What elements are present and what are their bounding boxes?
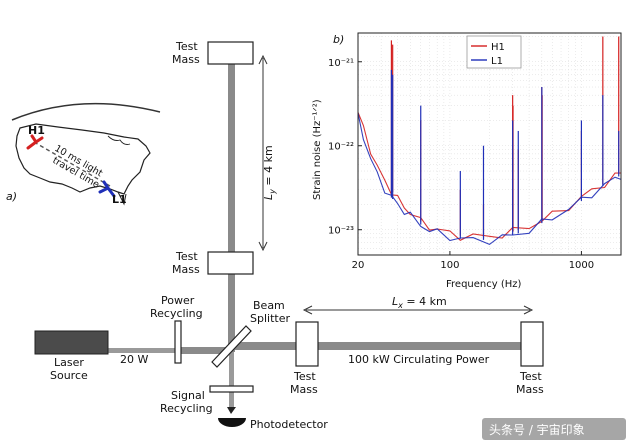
signal-recycling-label-2: Recycling <box>160 402 213 415</box>
photodetector-icon <box>218 418 246 427</box>
output-beam <box>229 352 234 407</box>
panel-a: 10 ms light travel time H1 L1 a) <box>6 102 161 206</box>
y-tick-label: 10⁻²² <box>328 142 354 153</box>
panel-a-label: a) <box>6 190 17 203</box>
lx-dimension-label: Lx = 4 km <box>392 295 447 310</box>
plot-frame <box>357 32 622 256</box>
great-lakes-outline <box>107 135 131 145</box>
light-travel-dashed-line <box>33 141 111 187</box>
test-mass-y-end-label-1: Test <box>175 40 198 53</box>
test-mass-x-end-label-1: Test <box>519 370 542 383</box>
x-tick-label: 1000 <box>569 260 594 271</box>
power-recycling-mirror <box>174 320 182 364</box>
h1-site-label: H1 <box>28 124 45 137</box>
test-mass-x-input <box>295 321 319 367</box>
earth-curvature-arc <box>11 102 161 121</box>
test-mass-x-input-label-1: Test <box>293 370 316 383</box>
test-mass-x-end <box>520 321 544 367</box>
lx-arrow-head-left <box>302 305 313 315</box>
y-tick-label: 10⁻²¹ <box>328 58 354 69</box>
input-power-label: 20 W <box>120 353 148 366</box>
l1-site-marker <box>98 180 116 198</box>
legend-l1-label: L1 <box>491 56 503 67</box>
panel-b-label: b) <box>333 33 344 46</box>
l1-site-label: L1 <box>112 193 127 206</box>
legend-box <box>466 35 522 69</box>
recycled-beam <box>180 347 230 354</box>
lx-arrow-head-right <box>523 305 534 315</box>
beam-splitter <box>211 325 252 368</box>
y-tick-label: 10⁻²³ <box>328 226 354 237</box>
laser-source-box <box>34 330 109 355</box>
power-recycling-label-2: Recycling <box>150 307 203 320</box>
ly-dimension-label: Ly = 4 km <box>262 145 277 200</box>
x-axis-title: Frequency (Hz) <box>446 279 522 290</box>
chart-ticks: 20 100 1000 10⁻²³ 10⁻²² 10⁻²¹ <box>328 58 594 271</box>
circulating-power-label: 100 kW Circulating Power <box>348 353 490 366</box>
florida-outline <box>117 191 127 206</box>
input-beam <box>108 348 180 353</box>
signal-recycling-label-1: Signal <box>171 389 205 402</box>
interferometer-diagram: Test Mass Test Mass Ly = 4 km Laser Sour… <box>34 40 544 431</box>
y-axis-title: Strain noise (Hz⁻¹ᐟ²) <box>312 99 323 200</box>
watermark-text: 头条号 / 宇宙印象 <box>489 422 585 437</box>
photodetector-label: Photodetector <box>250 418 328 431</box>
chart-series-group <box>357 36 622 246</box>
watermark: 头条号 / 宇宙印象 <box>482 418 626 440</box>
test-mass-x-input-label-2: Mass <box>290 383 318 396</box>
test-mass-y-input-label-2: Mass <box>172 263 200 276</box>
power-recycling-label-1: Power <box>161 294 195 307</box>
test-mass-y-end <box>207 41 254 65</box>
panel-b-chart: b) 20 100 1000 10⁻²³ 10⁻²² 10⁻²¹ Frequency (H… <box>312 32 622 290</box>
x-tick-label: 20 <box>352 260 365 271</box>
x-tick-label: 100 <box>440 260 459 271</box>
signal-recycling-mirror <box>209 385 254 393</box>
ly-arrow-head-top <box>258 54 268 65</box>
watermark-backdrop <box>482 418 626 440</box>
beam-splitter-label-2: Splitter <box>250 312 290 325</box>
test-mass-y-input-label-1: Test <box>175 250 198 263</box>
h1-site-marker <box>26 134 44 150</box>
test-mass-y-end-label-2: Mass <box>172 53 200 66</box>
laser-source-label-2: Source <box>50 369 88 382</box>
ly-arrow-head-bottom <box>258 241 268 252</box>
beam-splitter-label-1: Beam <box>253 299 285 312</box>
y-arm-beam <box>228 62 235 352</box>
x-arm-beam <box>234 342 524 350</box>
photodetector-arrow <box>227 407 236 414</box>
test-mass-y-input <box>207 251 254 275</box>
test-mass-x-end-label-2: Mass <box>516 383 544 396</box>
chart-legend: H1 L1 <box>466 35 522 69</box>
legend-h1-label: H1 <box>491 42 505 53</box>
laser-source-label-1: Laser <box>54 356 84 369</box>
